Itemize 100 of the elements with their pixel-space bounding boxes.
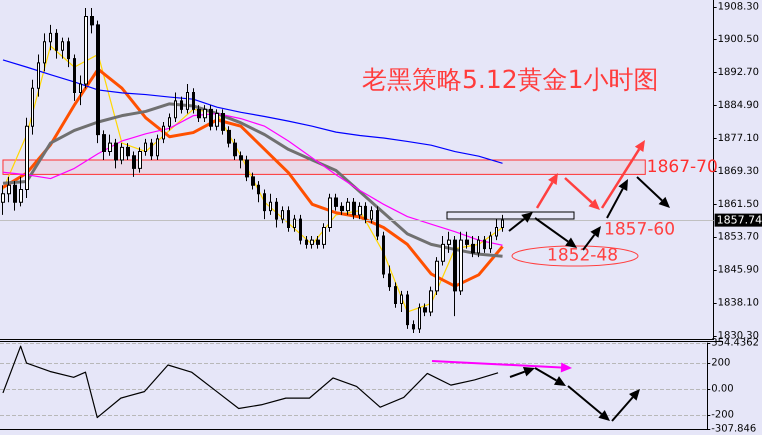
y-tick-label: 1845.90 <box>718 264 760 276</box>
candlestick <box>489 231 492 254</box>
candlestick <box>322 222 326 250</box>
candlestick <box>73 54 76 102</box>
y-tick-label: 1853.70 <box>718 232 760 243</box>
candlestick <box>257 180 260 203</box>
candlestick <box>394 282 397 308</box>
candlestick <box>275 197 278 228</box>
candlestick <box>13 180 17 212</box>
candlestick <box>192 88 195 114</box>
candlestick <box>358 202 362 220</box>
candlestick <box>382 231 385 279</box>
candlestick <box>471 235 475 258</box>
candlestick <box>281 206 284 224</box>
y-tick-label: 0.00 <box>711 384 734 395</box>
line-series <box>2 346 499 418</box>
candlestick <box>305 235 308 250</box>
candlestick <box>120 142 124 165</box>
candlestick <box>334 193 338 212</box>
candlestick <box>293 214 296 232</box>
candlestick <box>150 138 153 160</box>
candlestick <box>447 231 451 254</box>
candlestick <box>144 138 147 156</box>
candlestick <box>126 142 130 160</box>
ref-line-label: 1857.74 <box>716 214 762 227</box>
candlestick <box>1 184 5 216</box>
candlestick <box>168 113 171 131</box>
candlestick <box>269 193 272 216</box>
candlestick <box>49 24 52 51</box>
candlestick <box>429 286 433 317</box>
candlestick <box>19 176 23 207</box>
candlestick <box>239 151 243 169</box>
candlestick <box>483 235 486 254</box>
y-tick-label: -307.846 <box>711 424 756 434</box>
candlestick <box>459 231 463 296</box>
candlestick <box>209 104 213 131</box>
candlestick <box>245 155 249 182</box>
annotation: 1857-60 <box>604 220 676 240</box>
candlestick <box>67 37 70 68</box>
candlestick <box>328 193 332 232</box>
candlestick <box>102 130 106 160</box>
candlestick <box>287 206 290 232</box>
candlestick <box>364 202 367 224</box>
y-tick-label: 1877.10 <box>718 132 760 144</box>
candlestick <box>441 235 445 266</box>
candlestick <box>423 303 427 317</box>
candlestick <box>174 92 177 122</box>
candlestick <box>263 189 266 220</box>
candlestick <box>340 202 344 216</box>
candlestick <box>156 134 159 160</box>
candlestick <box>316 235 320 250</box>
annotation: 1852-48 <box>547 246 618 266</box>
candlestick <box>138 146 142 174</box>
candlestick <box>370 206 373 224</box>
candlestick <box>84 8 88 89</box>
candlestick <box>108 134 112 156</box>
candlestick <box>61 37 64 60</box>
candlestick <box>132 151 136 178</box>
candlestick <box>197 104 201 122</box>
candlestick <box>388 265 391 292</box>
candlestick <box>90 8 94 34</box>
candlestick <box>501 214 504 232</box>
y-tick-label: -200 <box>711 409 734 420</box>
candlestick <box>186 84 189 114</box>
candlestick <box>25 117 29 198</box>
candlestick <box>227 126 231 148</box>
candlestick <box>37 54 40 98</box>
candlestick <box>418 303 421 334</box>
candlestick <box>376 206 379 241</box>
text: 老黑策略5.12黄金1小时图 <box>362 65 659 94</box>
candlestick <box>310 235 314 250</box>
candlestick <box>299 214 302 245</box>
y-tick-label: 1892.70 <box>718 67 760 78</box>
candlestick <box>43 32 46 72</box>
y-tick-label: 1908.30 <box>718 1 760 12</box>
candlestick <box>215 108 219 131</box>
candlestick <box>114 138 118 169</box>
candlestick <box>435 256 439 296</box>
candlestick <box>346 197 350 216</box>
candlestick <box>412 320 415 334</box>
candlestick <box>55 28 58 60</box>
candlestick <box>96 20 100 144</box>
y-tick-label: 1838.10 <box>718 298 760 309</box>
y-tick-label: 1869.30 <box>718 166 760 177</box>
candlestick <box>477 235 480 258</box>
y-tick-label: 1900.50 <box>718 34 760 46</box>
candlestick <box>221 108 225 136</box>
candlestick <box>352 197 356 220</box>
y-tick-label: 1884.90 <box>718 100 760 112</box>
y-tick-label: 1861.50 <box>718 198 760 210</box>
candlestick <box>233 138 237 160</box>
candlestick <box>162 121 165 144</box>
candlestick <box>180 96 183 114</box>
candlestick <box>453 235 457 317</box>
candlestick <box>203 104 207 122</box>
candlestick <box>406 290 409 330</box>
candlestick <box>465 231 469 250</box>
candlestick <box>7 176 11 203</box>
candlestick <box>31 79 34 136</box>
y-tick-label: 200 <box>711 358 730 369</box>
